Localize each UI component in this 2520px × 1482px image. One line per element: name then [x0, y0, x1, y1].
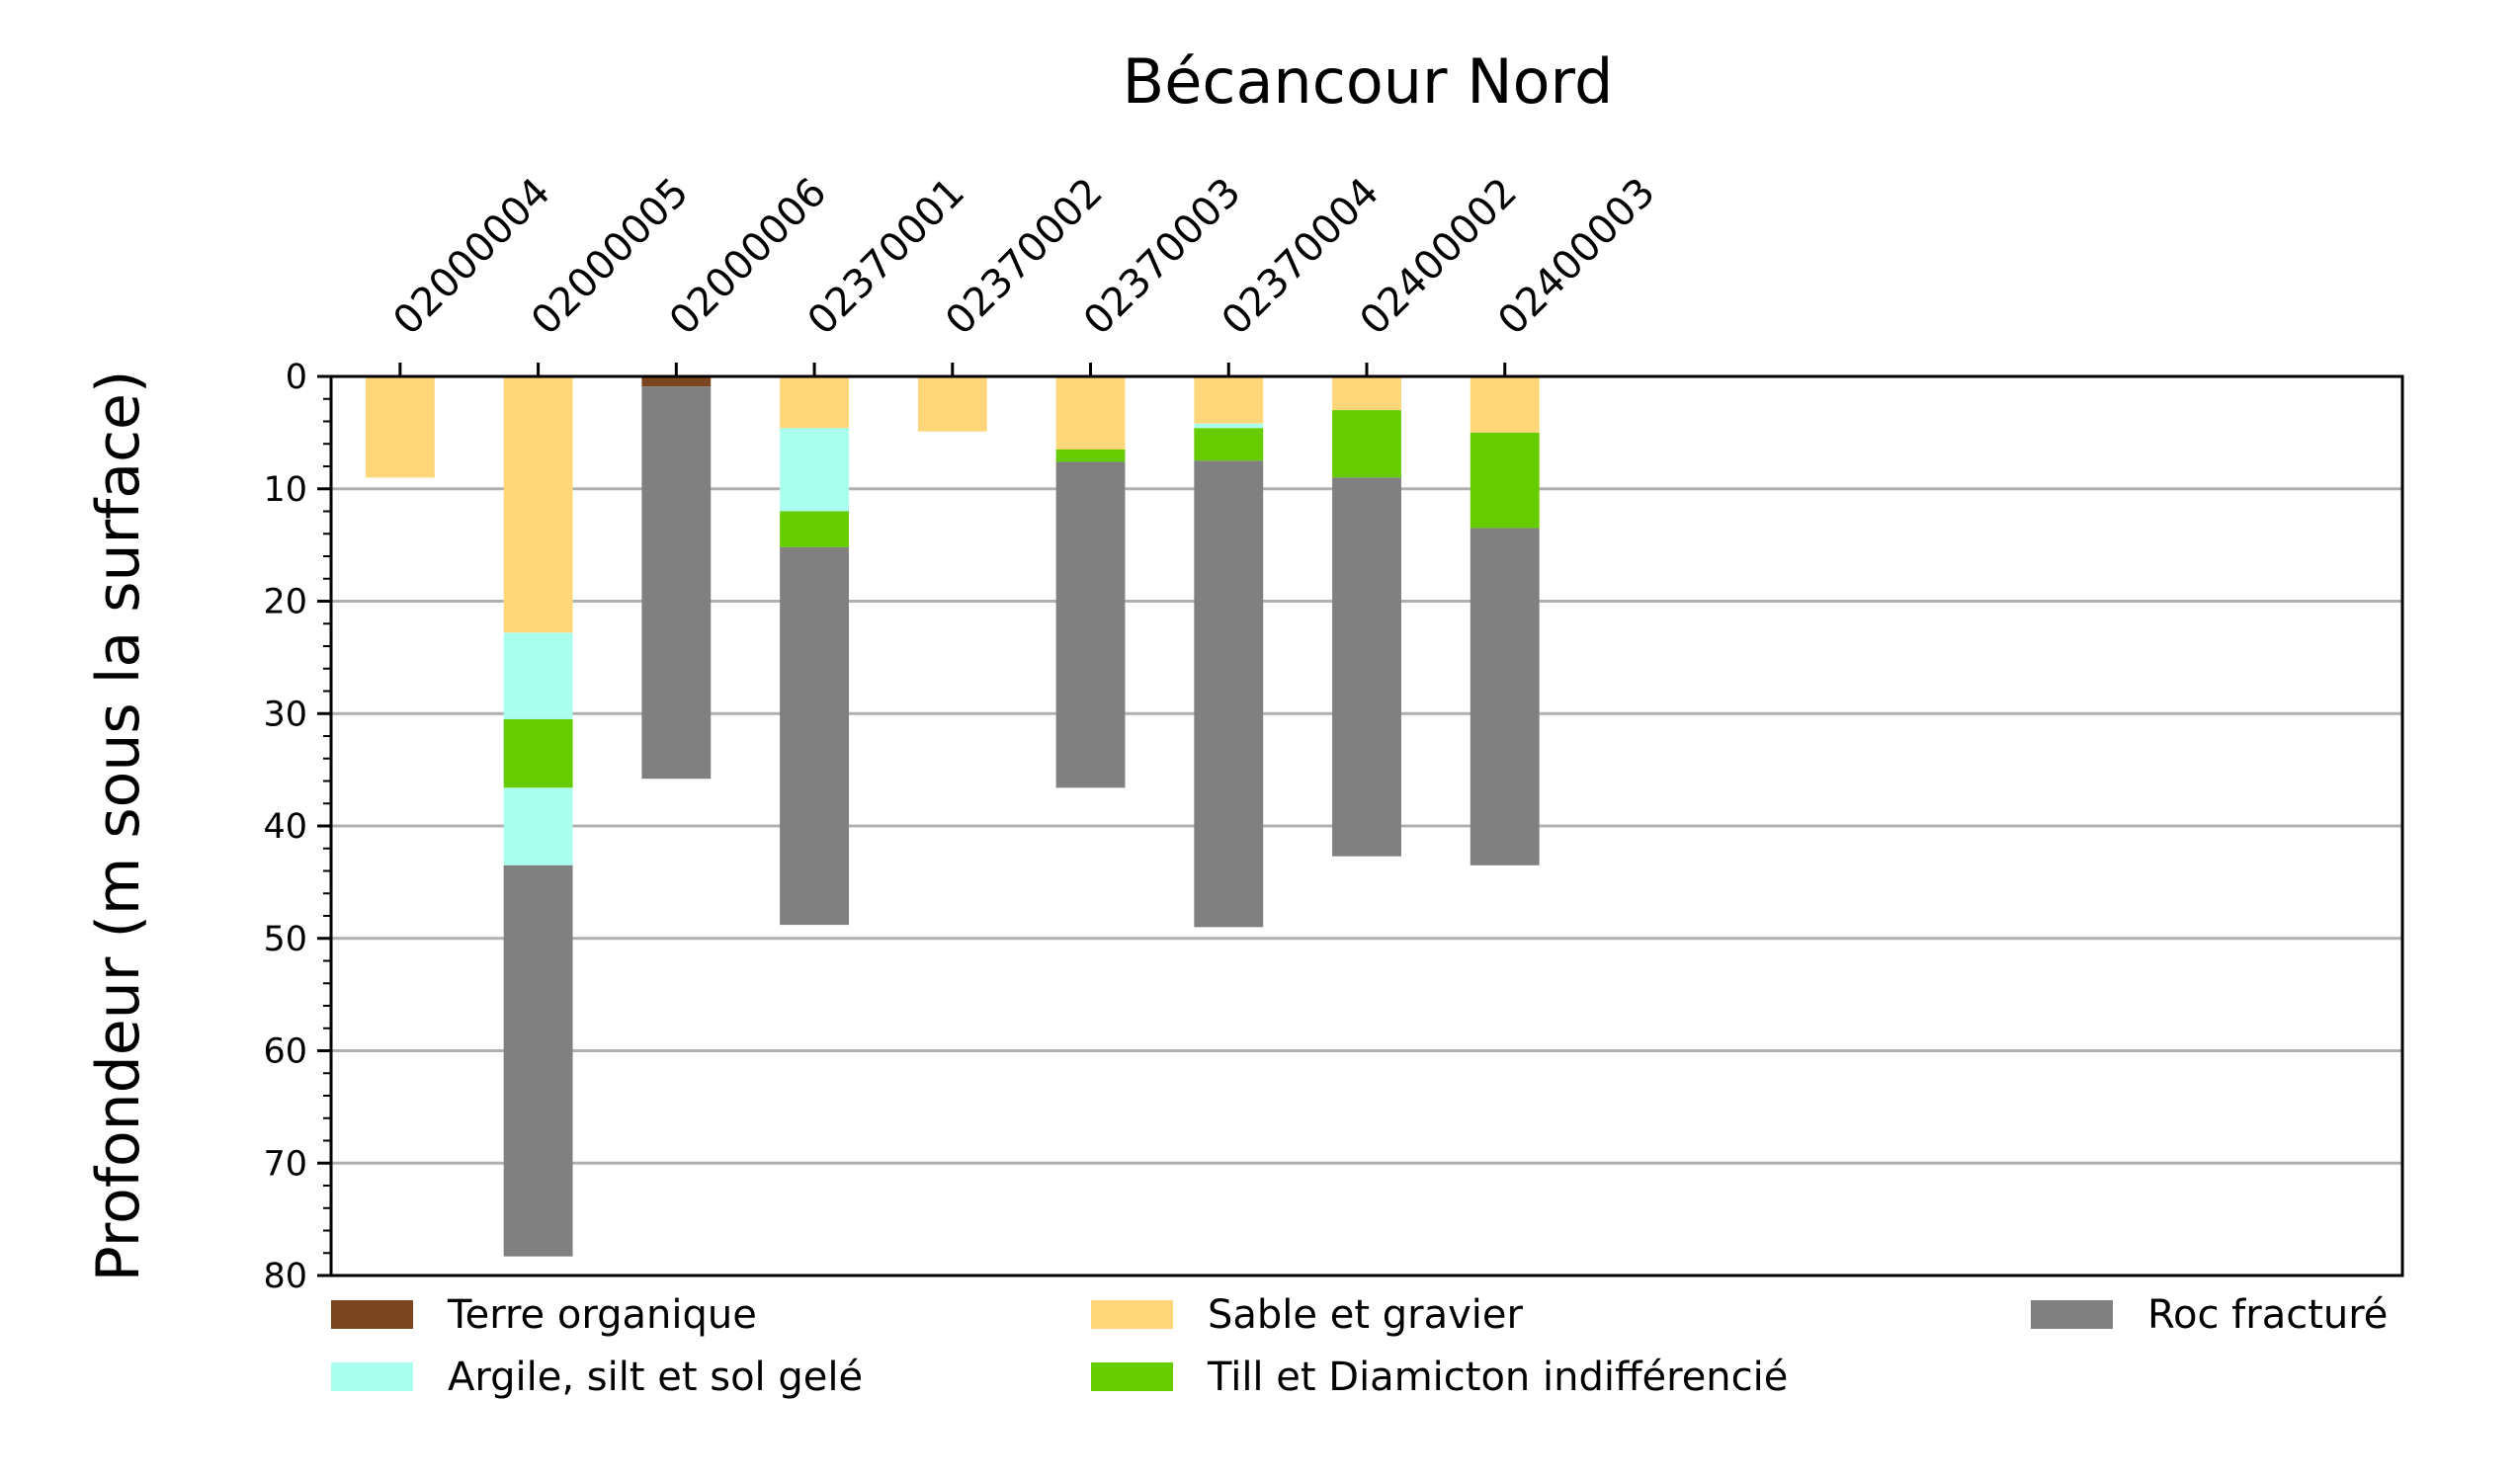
chart-title: Bécancour Nord [1123, 45, 1614, 118]
legend-swatch [331, 1300, 413, 1329]
bar-segment [780, 376, 849, 429]
legend-label: Till et Diamicton indifférencié [1207, 1355, 1788, 1400]
bar-segment [780, 428, 849, 512]
bar-segment [365, 376, 435, 478]
y-tick-label: 40 [263, 807, 307, 847]
bar-segment [503, 787, 573, 865]
legend-swatch [2031, 1300, 2113, 1329]
bar-segment [641, 376, 712, 387]
y-tick-label: 70 [263, 1144, 307, 1184]
y-axis-label: Profondeur (m sous la surface) [84, 370, 153, 1282]
bar-segment [1470, 432, 1540, 529]
bar-segment [1332, 376, 1401, 411]
y-tick-label: 30 [263, 695, 307, 734]
bar-segment [503, 632, 573, 719]
bar-segment [503, 718, 573, 788]
bars [365, 376, 1540, 1257]
bar-segment [917, 376, 987, 432]
legend-label: Terre organique [447, 1292, 757, 1338]
bar-segment [503, 864, 573, 1257]
bar-segment [1055, 449, 1126, 462]
bar-segment [780, 546, 849, 926]
y-tick-label: 60 [263, 1032, 307, 1072]
bar-segment [1194, 376, 1264, 424]
y-tick-label: 10 [263, 470, 307, 510]
legend-label: Argile, silt et sol gelé [448, 1355, 863, 1400]
bar-segment [1194, 460, 1264, 928]
legend-swatch [1091, 1300, 1173, 1329]
bar-segment [780, 511, 849, 547]
legend-swatch [331, 1362, 413, 1391]
bar-segment [1055, 376, 1126, 450]
bar-segment [1055, 461, 1126, 788]
bar-segment [1470, 376, 1540, 433]
axes: 0102030405060708002000004020000050200000… [263, 170, 1663, 1296]
legend-swatch [1091, 1362, 1173, 1391]
bar-segment [1194, 423, 1264, 429]
legend-label: Roc fracturé [2147, 1292, 2388, 1338]
y-tick-label: 50 [263, 920, 307, 959]
bar-segment [503, 376, 573, 633]
bar-segment [1194, 428, 1264, 461]
bar-segment [1332, 477, 1401, 857]
y-tick-label: 20 [263, 583, 307, 622]
legend-label: Sable et gravier [1208, 1292, 1523, 1338]
y-tick-label: 0 [286, 358, 307, 397]
bar-segment [1332, 410, 1401, 478]
legend: Terre organique Argile, silt et sol gelé S… [331, 1292, 2388, 1400]
bar-segment [1470, 528, 1540, 865]
bar-segment [641, 386, 712, 780]
y-tick-label: 80 [263, 1257, 307, 1296]
